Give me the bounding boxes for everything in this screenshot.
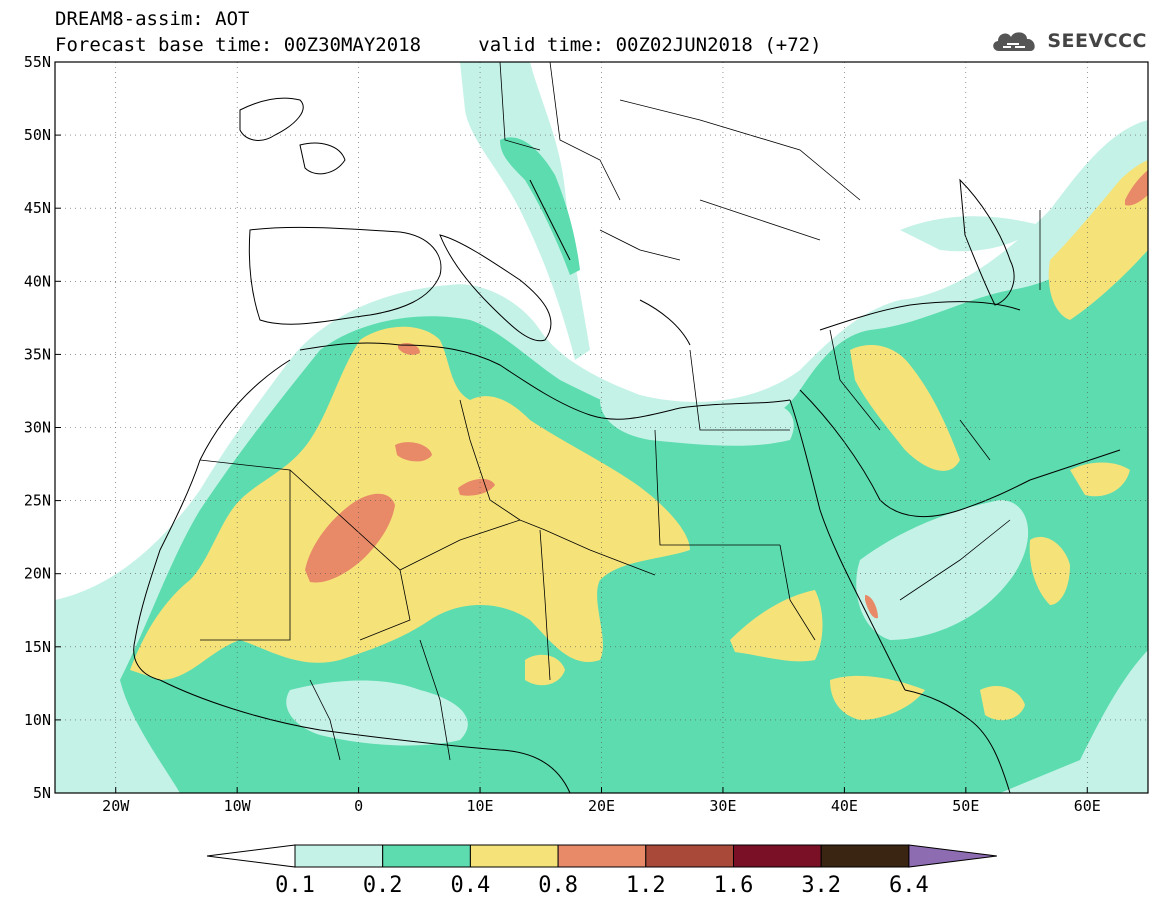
colorbar-bin <box>820 844 910 868</box>
aot-contour-0.8-caspian <box>1125 170 1148 206</box>
aot-clear-arabia <box>856 500 1029 640</box>
colorbar-bin <box>469 844 559 868</box>
lat-tick-label: 55N <box>24 53 51 71</box>
colorbar-label: 3.2 <box>801 873 841 898</box>
aot-clear-west-africa <box>286 680 468 746</box>
colorbar-label: 0.4 <box>451 873 491 898</box>
lon-tick-label: 20W <box>102 797 130 815</box>
aot-contour-0.8-libya <box>458 478 495 496</box>
colorbar-low-arrow <box>206 844 296 868</box>
colorbar-bin <box>733 844 822 868</box>
logo-text: SEEVCCC <box>1047 30 1147 52</box>
lon-tick-label: 0 <box>354 797 363 815</box>
lat-tick-label: 35N <box>24 345 51 363</box>
aot-clear-libya <box>600 400 794 446</box>
aot-plume-caspian <box>900 216 1040 252</box>
aot-contour-0.8-tunisia <box>398 342 420 355</box>
aot-field <box>55 62 1148 793</box>
lat-tick-label: 20N <box>24 565 51 583</box>
lat-tick-label: 5N <box>33 784 51 802</box>
lon-tick-label: 20E <box>588 797 615 815</box>
base-time: 00Z30MAY2018 <box>283 34 422 56</box>
lat-tick-label: 30N <box>24 419 51 437</box>
lat-tick-label: 45N <box>24 199 51 217</box>
aot-yellow-yemen <box>980 685 1025 721</box>
cloud-icon <box>993 32 1036 51</box>
valid-time-label: valid time: <box>478 34 605 56</box>
aot-contour-0.8-algeria <box>395 442 432 462</box>
colorbar-bin <box>645 844 734 868</box>
colorbar-bin <box>557 844 647 868</box>
aot-plume-alps <box>460 62 590 360</box>
aot-contour-0.4 <box>130 326 690 680</box>
latitude-ticks: 55N 50N 45N 40N 35N 30N 25N 20N 15N 10N 5N <box>24 53 61 802</box>
aot-yellow-oman <box>1029 536 1070 605</box>
colorbar-high-arrow <box>908 844 997 868</box>
lat-tick-label: 25N <box>24 492 51 510</box>
colorbar-label: 0.2 <box>363 873 403 898</box>
colorbar-label: 6.4 <box>889 873 929 898</box>
longitude-ticks: 20W 10W 0 10E 20E 30E 40E 50E 60E <box>102 787 1101 815</box>
base-time-label: Forecast base time: <box>55 34 273 56</box>
aot-yellow-red-sea <box>830 675 925 720</box>
country-borders <box>199 62 1041 761</box>
aot-yellow-iraq <box>850 345 960 471</box>
lat-tick-label: 40N <box>24 272 51 290</box>
lon-tick-label: 40E <box>831 797 858 815</box>
lon-tick-label: 30E <box>709 797 736 815</box>
aot-yellow-chad <box>525 654 565 686</box>
map-title: DREAM8-assim: AOT <box>55 8 250 30</box>
colorbar-label: 0.1 <box>275 873 315 898</box>
lat-tick-label: 15N <box>24 638 51 656</box>
colorbar: 0.1 0.2 0.4 0.8 1.2 1.6 3.2 6.4 <box>206 844 997 898</box>
lead-time: (+72) <box>764 34 822 56</box>
lon-tick-label: 10W <box>224 797 252 815</box>
colorbar-label: 1.6 <box>714 873 754 898</box>
aot-contour-0.8-mali <box>305 493 395 583</box>
lat-tick-label: 50N <box>24 126 51 144</box>
aot-contour-0.8-red-sea <box>865 595 878 619</box>
aot-yellow-caspian <box>1048 160 1148 320</box>
aot-yellow-sudan <box>730 590 823 662</box>
aot-yellow-arabian-sea <box>1070 462 1130 497</box>
seevccc-logo: SEEVCCC <box>989 26 1147 56</box>
valid-time: 00Z02JUN2018 <box>615 34 753 56</box>
coastlines <box>133 97 1121 793</box>
lon-tick-label: 60E <box>1074 797 1101 815</box>
lon-tick-label: 50E <box>952 797 979 815</box>
colorbar-bin <box>382 844 471 868</box>
lon-tick-label: 10E <box>467 797 494 815</box>
colorbar-bin <box>294 844 384 868</box>
colorbar-label: 0.8 <box>538 873 578 898</box>
colorbar-label: 1.2 <box>626 873 666 898</box>
time-info: Forecast base time: 00Z30MAY2018 valid t… <box>55 34 822 56</box>
lat-tick-label: 10N <box>24 711 51 729</box>
